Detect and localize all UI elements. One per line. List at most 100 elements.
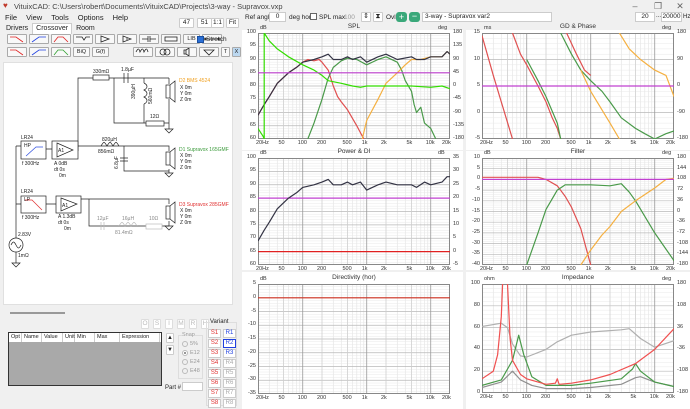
bp-green-tool-button[interactable]	[51, 47, 71, 57]
buffer-tool-button[interactable]	[95, 34, 115, 44]
dir-chart-panel[interactable]: Directivity (hor) dB -35 -30 -25 -20 -15 -10 -5 0…	[242, 272, 463, 409]
optimizer-h-button[interactable]: H	[201, 319, 209, 329]
snap-radio-E48[interactable]: E48	[182, 368, 202, 374]
freq-max-input[interactable]: 20000	[661, 12, 682, 22]
menu-tools[interactable]: Tools	[51, 13, 69, 22]
menu-file[interactable]: File	[5, 13, 18, 22]
tab-crossover[interactable]: Crossover	[32, 23, 73, 34]
lp-blue-tool-button[interactable]	[29, 34, 49, 44]
inductor-tool-button[interactable]	[133, 47, 153, 57]
zoom-47-button[interactable]: 47	[179, 18, 194, 28]
gd-chart-panel[interactable]: GD & Phase ms deg -5 0 5 10 15 -180 -90 0 90 180 20Hz…	[466, 23, 690, 150]
ref-angle-input[interactable]: 0	[269, 12, 286, 22]
gd-plot-area[interactable]	[482, 33, 674, 139]
resistor-tool-button[interactable]	[161, 34, 181, 44]
d1-label[interactable]: D1 Supravox 165GMF	[179, 147, 229, 153]
x-tool-button[interactable]: X	[232, 47, 241, 57]
tab-room[interactable]: Room	[76, 25, 95, 32]
gf-tool-button[interactable]: G(f)	[92, 47, 109, 57]
part-number-input[interactable]	[182, 382, 203, 391]
minimize-button[interactable]: –	[632, 1, 638, 11]
variant-s3-button[interactable]: S3	[208, 349, 221, 358]
variant-s8-button[interactable]: S8	[208, 399, 221, 408]
variant-r1-button[interactable]: R1	[223, 329, 236, 338]
hp-red-2-tool-button[interactable]	[7, 47, 27, 57]
column-header-name[interactable]: Name	[22, 333, 42, 342]
snap-radio-E24[interactable]: E24	[182, 359, 202, 365]
spl-max-checkbox[interactable]	[310, 13, 317, 20]
column-header-opt[interactable]: Opt	[9, 333, 22, 342]
spl-max-input[interactable]: 100	[344, 14, 355, 21]
variant-r3-button[interactable]: R3	[223, 349, 236, 358]
filter-chart-panel[interactable]: Filter dB deg -40 -35 -30 -25 -20 -15 -10 -5 0 5 10 -1…	[466, 148, 690, 272]
maximize-button[interactable]: ❐	[653, 1, 663, 11]
add-overlay-icon[interactable]: +	[396, 12, 407, 22]
optimizer-m-button[interactable]: M	[177, 319, 185, 329]
freq-min-input[interactable]: 20	[635, 12, 655, 22]
menu-help[interactable]: Help	[112, 13, 129, 22]
variant-s5-button[interactable]: S5	[208, 369, 221, 378]
hp-red-tool-button[interactable]	[7, 34, 27, 44]
bp-red-tool-button[interactable]	[51, 34, 71, 44]
variant-r5-button[interactable]: R5	[223, 369, 236, 378]
variant-s7-button[interactable]: S7	[208, 389, 221, 398]
transformer-tool-button[interactable]	[155, 47, 175, 57]
tab-drivers[interactable]: Drivers	[6, 25, 29, 32]
variant-s4-button[interactable]: S4	[208, 359, 221, 368]
spl-chart-panel[interactable]: SPL dB deg 60 65 70 75 80 85 90 95 100 -180 -135 -90 -4…	[242, 23, 464, 150]
imp-plot-area[interactable]	[482, 284, 674, 393]
t-tool-button[interactable]: T	[221, 47, 230, 57]
variant-s2-button[interactable]: S2	[208, 339, 221, 348]
column-header-expression[interactable]: Expression	[120, 333, 160, 342]
amp-tool-button[interactable]	[117, 34, 137, 44]
menu-view[interactable]: View	[26, 13, 43, 22]
variant-s6-button[interactable]: S6	[208, 379, 221, 388]
filter-plot-area[interactable]	[482, 158, 674, 265]
variant-r8-button[interactable]: R8	[223, 399, 236, 408]
dir-plot-area[interactable]	[258, 284, 450, 394]
optimizer-o-button[interactable]: O	[141, 319, 149, 329]
zoom-1to1-button[interactable]: 1:1	[211, 18, 224, 28]
optimizer-i-button[interactable]: I	[165, 319, 173, 329]
close-button[interactable]: ✕	[676, 1, 684, 11]
variant-r4-button[interactable]: R4	[223, 359, 236, 368]
stretch-checkbox[interactable]	[197, 36, 204, 43]
power-chart-panel[interactable]: Power & DI dB dB 60 65 70 75 80 85 90 95 100 -5 0 5 10 1…	[242, 148, 463, 272]
snap-radio-E12[interactable]: E12	[182, 350, 202, 356]
optimizer-r-button[interactable]: R	[189, 319, 197, 329]
variant-r6-button[interactable]: R6	[223, 379, 236, 388]
d2-label[interactable]: D2 BMS 4524	[179, 78, 210, 84]
power-plot-area[interactable]	[258, 158, 450, 265]
d3-label[interactable]: D3 Supravox 285GMF	[179, 202, 229, 208]
optimizer-s-button[interactable]: S	[153, 319, 161, 329]
menu-options[interactable]: Options	[77, 13, 104, 22]
move-up-icon[interactable]: ▲	[166, 333, 174, 343]
remove-overlay-icon[interactable]: −	[409, 12, 420, 22]
column-header-value[interactable]: Value	[42, 333, 63, 342]
move-down-icon[interactable]: ▼	[166, 345, 174, 355]
column-header-unit[interactable]: Unit	[65, 333, 75, 342]
variant-r2-button[interactable]: R2	[223, 339, 236, 348]
notch-tool-button[interactable]	[73, 34, 93, 44]
variant-r7-button[interactable]: R7	[223, 389, 236, 398]
scale-up-down-icon[interactable]: ⇕	[361, 12, 371, 22]
column-header-min[interactable]: Min	[75, 333, 95, 342]
biq-tool-button[interactable]: BiQ	[73, 47, 90, 57]
optimizer-table[interactable]: Opt Name Value Unit Min Max Expression	[8, 332, 162, 386]
ground-tool-button[interactable]	[199, 47, 219, 57]
scale-fit-icon[interactable]: ⧗	[373, 12, 383, 22]
zoom-51-button[interactable]: 51	[197, 18, 212, 28]
zoom-fit-button[interactable]: Fit	[226, 18, 239, 28]
imp-chart-panel[interactable]: Impedance ohm deg 0 20 40 60 80 100 -180 -108 -36 36…	[466, 272, 690, 409]
column-header-max[interactable]: Max	[95, 333, 120, 342]
lp-blue-2-tool-button[interactable]	[29, 47, 49, 57]
driver-tool-button[interactable]	[177, 47, 197, 57]
crossover-schematic[interactable]: 330mΩ 1.8µF 390µH 560mΩ 12Ω D2 BMS 4524 …	[3, 62, 233, 305]
variant-name-input[interactable]: 3-way - Supravox var2	[422, 12, 552, 22]
schematic-scrollbar[interactable]	[10, 312, 65, 314]
spl-plot-area[interactable]	[258, 33, 450, 139]
variant-s1-button[interactable]: S1	[208, 329, 221, 338]
capacitor-tool-button[interactable]	[139, 34, 159, 44]
snap-radio-5%[interactable]: 5%	[182, 341, 202, 347]
